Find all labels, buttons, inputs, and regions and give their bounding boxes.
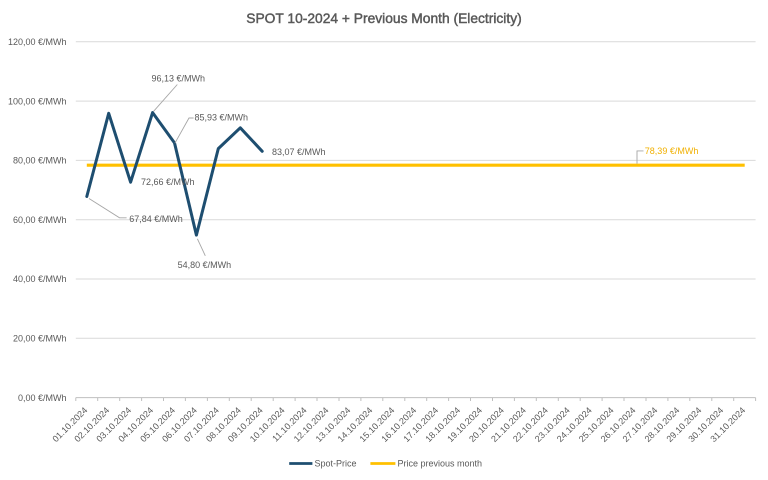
svg-text:Spot-Price: Spot-Price (315, 459, 357, 469)
svg-text:54,80 €/MWh: 54,80 €/MWh (178, 260, 232, 270)
svg-text:85,93 €/MWh: 85,93 €/MWh (195, 113, 249, 123)
svg-text:80,00 €/MWh: 80,00 €/MWh (13, 156, 67, 166)
svg-text:40,00 €/MWh: 40,00 €/MWh (13, 274, 67, 284)
svg-text:78,39 €/MWh: 78,39 €/MWh (645, 146, 699, 156)
svg-text:120,00 €/MWh: 120,00 €/MWh (8, 37, 67, 47)
svg-text:Price previous month: Price previous month (398, 459, 483, 469)
svg-text:0,00 €/MWh: 0,00 €/MWh (18, 393, 67, 403)
svg-text:72,66 €/MWh: 72,66 €/MWh (141, 177, 195, 187)
svg-text:SPOT 10-2024 + Previous Month: SPOT 10-2024 + Previous Month (Electrici… (246, 11, 521, 26)
svg-text:83,07 €/MWh: 83,07 €/MWh (272, 147, 326, 157)
svg-text:96,13 €/MWh: 96,13 €/MWh (152, 74, 206, 84)
svg-text:60,00 €/MWh: 60,00 €/MWh (13, 215, 67, 225)
svg-text:67,84 €/MWh: 67,84 €/MWh (129, 214, 183, 224)
svg-text:20,00 €/MWh: 20,00 €/MWh (13, 334, 67, 344)
svg-text:100,00 €/MWh: 100,00 €/MWh (8, 96, 67, 106)
